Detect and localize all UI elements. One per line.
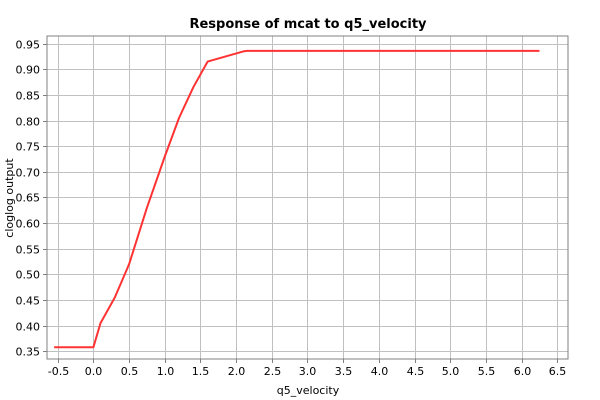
y-tick-label: 0.40	[16, 321, 41, 334]
x-tick-label: 3.0	[299, 365, 317, 378]
y-tick-label: 0.95	[16, 39, 41, 52]
x-tick-label: 6.0	[514, 365, 532, 378]
y-tick-label: 0.35	[16, 346, 41, 359]
y-tick-label: 0.75	[16, 141, 41, 154]
grid	[47, 36, 568, 359]
y-tick-label: 0.85	[16, 90, 41, 103]
y-tick-label: 0.90	[16, 64, 41, 77]
x-tick-label: 6.5	[549, 365, 567, 378]
series-line	[54, 49, 540, 349]
x-tick-label: 0.5	[121, 365, 139, 378]
x-tick-label: 1.0	[157, 365, 175, 378]
x-tick-label: 4.5	[407, 365, 425, 378]
y-tick-label: 0.50	[16, 269, 41, 282]
y-tick-label: 0.45	[16, 295, 41, 308]
chart-title: Response of mcat to q5_velocity	[189, 17, 427, 32]
x-tick-label: 5.0	[442, 365, 460, 378]
x-tick-label: 3.5	[335, 365, 353, 378]
x-tick-label: 4.0	[371, 365, 389, 378]
y-tick-label: 0.80	[16, 116, 41, 129]
y-tick-label: 0.55	[16, 244, 41, 257]
y-axis-label: cloglog output	[3, 158, 16, 238]
x-tick-label: 5.5	[478, 365, 496, 378]
x-axis-label: q5_velocity	[277, 384, 340, 397]
x-tick-label: 0.0	[85, 365, 103, 378]
x-tick-label: 2.5	[264, 365, 282, 378]
y-tick-label: 0.65	[16, 192, 41, 205]
y-axis: 0.35 0.40 0.45 0.50 0.55 0.60 0.65 0.70 0.75 0.80…	[16, 39, 47, 359]
x-tick-label: -0.5	[48, 365, 69, 378]
x-axis: -0.5 0.0 0.5 1.0 1.5 2.0 2.5 3.0 3.5 4.0 4.5 5.0 5.5…	[48, 359, 566, 378]
series-layer	[54, 49, 540, 349]
x-tick-label: 2.0	[228, 365, 246, 378]
y-tick-label: 0.70	[16, 167, 41, 180]
x-tick-label: 1.5	[192, 365, 210, 378]
y-tick-label: 0.60	[16, 218, 41, 231]
